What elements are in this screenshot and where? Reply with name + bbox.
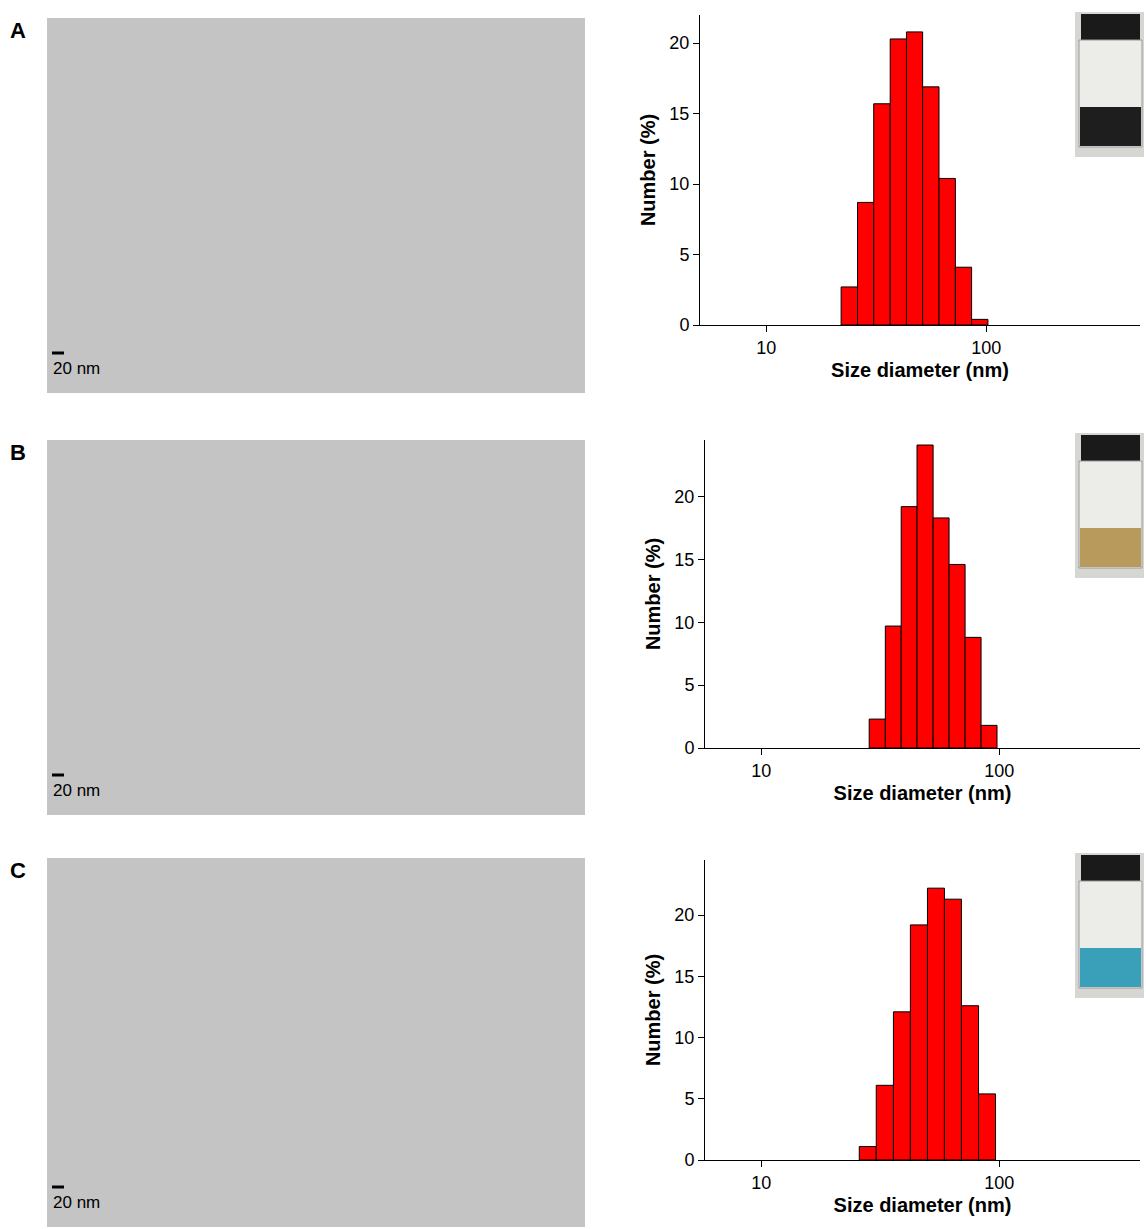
svg-text:100: 100 bbox=[984, 761, 1014, 781]
svg-text:5: 5 bbox=[684, 1089, 694, 1109]
svg-text:100: 100 bbox=[971, 338, 1001, 358]
svg-text:5: 5 bbox=[684, 675, 694, 695]
svg-text:0: 0 bbox=[684, 1150, 694, 1170]
svg-text:Number (%): Number (%) bbox=[642, 954, 664, 1066]
svg-text:Size diameter (nm): Size diameter (nm) bbox=[834, 1194, 1012, 1216]
svg-text:0: 0 bbox=[684, 738, 694, 758]
svg-text:C: C bbox=[10, 858, 26, 883]
svg-text:Size diameter (nm): Size diameter (nm) bbox=[831, 359, 1009, 381]
svg-text:10: 10 bbox=[674, 1028, 694, 1048]
svg-text:10: 10 bbox=[751, 761, 771, 781]
svg-text:Number (%): Number (%) bbox=[642, 538, 664, 650]
svg-text:10: 10 bbox=[756, 338, 776, 358]
svg-text:20 nm: 20 nm bbox=[53, 359, 100, 378]
svg-text:15: 15 bbox=[674, 550, 694, 570]
svg-text:10: 10 bbox=[669, 174, 689, 194]
svg-text:10: 10 bbox=[751, 1173, 771, 1193]
svg-text:20 nm: 20 nm bbox=[53, 1193, 100, 1212]
svg-text:100: 100 bbox=[984, 1173, 1014, 1193]
svg-text:A: A bbox=[10, 18, 26, 43]
svg-text:20: 20 bbox=[669, 33, 689, 53]
svg-text:Number (%): Number (%) bbox=[637, 114, 659, 226]
svg-text:5: 5 bbox=[679, 245, 689, 265]
svg-text:Size diameter (nm): Size diameter (nm) bbox=[834, 782, 1012, 804]
svg-text:20 nm: 20 nm bbox=[53, 781, 100, 800]
svg-text:10: 10 bbox=[674, 613, 694, 633]
svg-text:15: 15 bbox=[669, 104, 689, 124]
svg-text:15: 15 bbox=[674, 967, 694, 987]
svg-text:20: 20 bbox=[674, 487, 694, 507]
svg-text:B: B bbox=[10, 440, 26, 465]
svg-text:0: 0 bbox=[679, 315, 689, 335]
svg-text:20: 20 bbox=[674, 905, 694, 925]
